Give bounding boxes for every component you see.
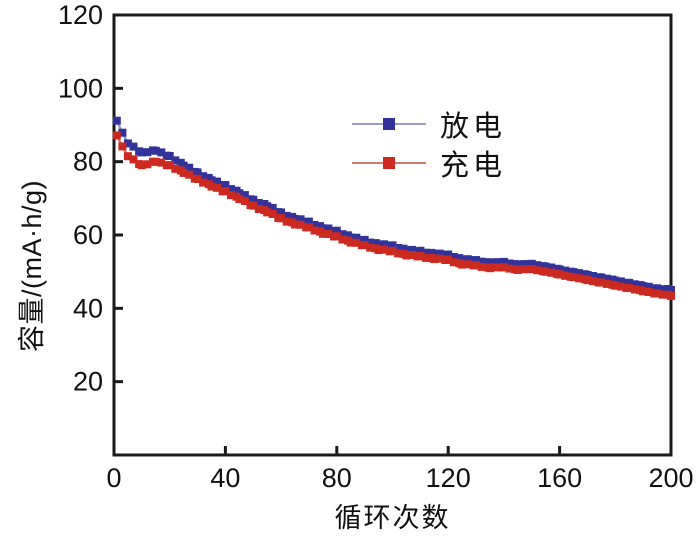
- legend-label-discharge: 放电: [440, 111, 507, 143]
- charge-marker-icon: [383, 157, 395, 169]
- discharge-legend-line: [352, 118, 426, 130]
- y-tick-label: 120: [58, 0, 103, 30]
- series-charge: [112, 131, 675, 300]
- x-tick-label: 120: [426, 463, 471, 493]
- y-tick-label: 100: [58, 73, 103, 103]
- y-tick-label: 40: [73, 293, 103, 323]
- y-tick-label: 20: [73, 367, 103, 397]
- x-tick-label: 40: [210, 463, 240, 493]
- y-axis-label: 容量/(mA·h/g): [17, 179, 47, 352]
- legend-item-discharge: 放电: [352, 108, 506, 143]
- legend: 放电 充电: [352, 108, 506, 182]
- x-tick-label: 160: [537, 463, 582, 493]
- x-tick-label: 80: [322, 463, 352, 493]
- charge-legend-line: [352, 157, 426, 169]
- plot-border: [112, 13, 673, 457]
- x-tick-label: 200: [648, 463, 693, 493]
- legend-item-charge: 充电: [352, 147, 506, 182]
- discharge-marker-icon: [383, 118, 395, 130]
- x-axis-label: 循环次数: [334, 503, 451, 533]
- y-tick-label: 60: [73, 220, 103, 250]
- y-tick-label: 80: [73, 147, 103, 177]
- legend-label-charge: 充电: [440, 150, 507, 182]
- x-tick-label: 0: [106, 463, 121, 493]
